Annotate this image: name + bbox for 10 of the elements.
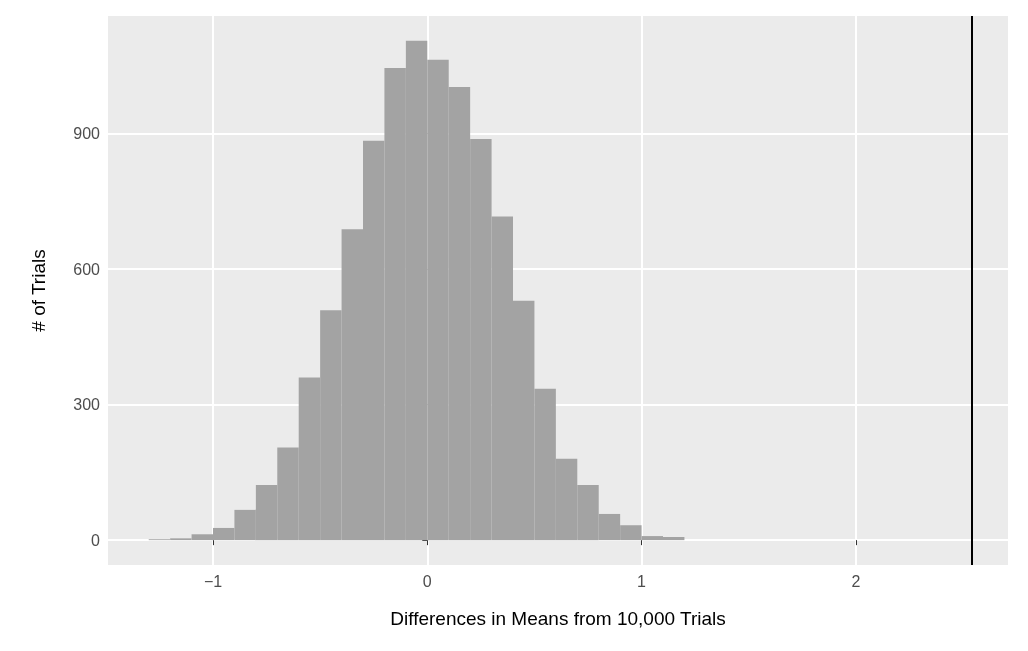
x-tick-label: 1 bbox=[637, 572, 647, 590]
y-axis-title: # of Trials bbox=[28, 249, 49, 332]
y-tick-label: 600 bbox=[73, 260, 101, 278]
x-tick-label: −1 bbox=[203, 572, 223, 590]
x-axis-title: Differences in Means from 10,000 Trials bbox=[390, 608, 726, 629]
x-tick-label: 0 bbox=[422, 572, 432, 590]
y-tick-label: 0 bbox=[91, 531, 101, 549]
y-tick-label: 900 bbox=[73, 124, 101, 142]
y-tick-label: 300 bbox=[73, 396, 101, 414]
x-tick-label: 2 bbox=[851, 572, 861, 590]
